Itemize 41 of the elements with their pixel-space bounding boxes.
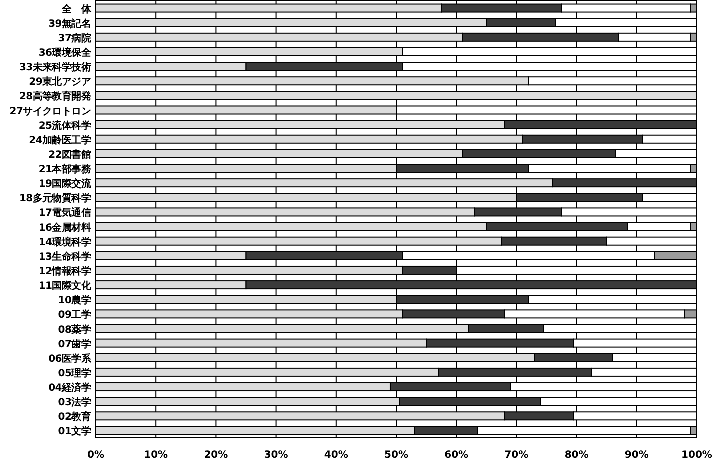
y-tick-label: 16金属材料 [38, 222, 92, 234]
x-tick-label: 70% [504, 450, 529, 461]
y-tick-label: 13生命科学 [38, 250, 92, 263]
y-tick-label: 11国際文化 [38, 280, 92, 292]
y-tick-label: 04経済学 [48, 382, 92, 394]
y-tick-label: 08薬学 [58, 324, 92, 336]
x-tick-label: 0% [88, 450, 104, 461]
x-tick-label: 30% [264, 450, 288, 461]
y-tick-label: 22図書館 [48, 148, 92, 161]
y-tick-label: 03法学 [58, 396, 92, 409]
y-tick-label: 06医学系 [48, 352, 92, 365]
y-tick-label: 07歯学 [58, 338, 92, 350]
y-tick-label: 37病院 [58, 32, 92, 44]
x-tick-label: 60% [444, 450, 469, 461]
y-tick-label: 25流体科学 [38, 120, 92, 132]
y-tick-label: 33未来科学技術 [19, 62, 92, 74]
y-tick-label: 21本部事務 [38, 164, 92, 176]
x-tick-label: 10% [144, 450, 168, 461]
y-tick-label: 19国際交流 [38, 178, 92, 190]
x-tick-label: 80% [564, 450, 589, 461]
y-tick-label: 10農学 [58, 294, 92, 307]
y-tick-label: 24加齢医工学 [29, 134, 92, 146]
y-tick-label: 12情報科学 [38, 265, 92, 278]
y-tick-label: 18多元物質科学 [19, 192, 92, 205]
y-tick-label: 09工学 [58, 309, 92, 322]
y-tick-label: 36環境保全 [38, 46, 92, 59]
y-tick-label: 39無記名 [48, 18, 91, 30]
x-tick-label: 40% [324, 450, 348, 461]
y-tick-label: 17電気通信 [38, 207, 92, 220]
y-tick-label: 05理学 [58, 367, 92, 380]
x-tick-label: 20% [204, 450, 228, 461]
y-tick-label: 27サイクロトロン [10, 106, 92, 118]
y-tick-label: 28高等教育開発 [19, 90, 92, 103]
y-tick-label: 01文学 [58, 426, 92, 438]
y-tick-label: 02教育 [58, 411, 92, 424]
x-tick-label: 100% [682, 450, 712, 461]
x-tick-label: 50% [384, 450, 408, 461]
y-tick-label: 全 体 [60, 3, 92, 16]
y-tick-label: 29東北アジア [29, 76, 92, 88]
x-tick-label: 90% [624, 450, 649, 461]
y-tick-label: 14環境科学 [38, 236, 92, 248]
